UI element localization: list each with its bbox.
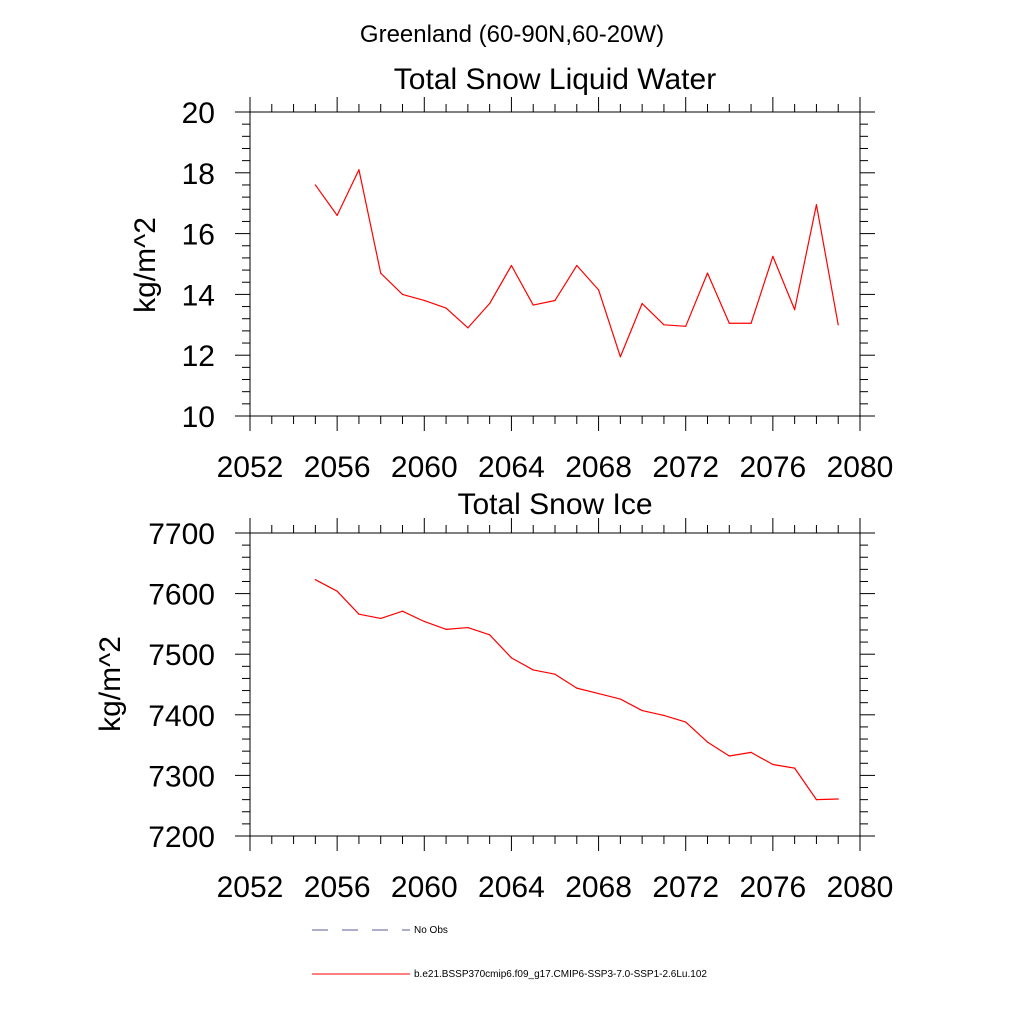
x-tick-label: 2052	[217, 451, 284, 484]
data-point	[837, 324, 839, 326]
y-tick-label: 7600	[148, 579, 215, 612]
legend-entry-run: b.e21.BSSP370cmip6.f09_g17.CMIP6-SSP3-7.…	[312, 969, 707, 980]
data-point	[619, 698, 621, 700]
panel-snow-ice: Total Snow Ice kg/m^2 2052 2056 2060 2064 20…	[94, 488, 893, 904]
data-point	[401, 293, 404, 295]
x-tick-label: 2060	[391, 451, 458, 484]
x-tick-label: 2052	[217, 871, 284, 904]
data-point	[641, 302, 643, 305]
data-point	[815, 799, 818, 801]
x-tick-label: 2076	[739, 871, 806, 904]
data-point	[510, 264, 513, 267]
y-axis-label: kg/m^2	[129, 217, 162, 313]
data-point	[772, 763, 774, 766]
panel-title: Total Snow Ice	[457, 488, 652, 521]
y-tick-label: 7400	[148, 700, 215, 733]
y-tick-label: 20	[182, 97, 215, 130]
data-point	[336, 590, 338, 592]
x-tick-label: 2068	[565, 871, 632, 904]
data-point	[532, 669, 534, 671]
x-tick-label: 2080	[827, 451, 894, 484]
y-tick-label: 16	[182, 219, 215, 252]
data-point	[401, 610, 404, 612]
data-point	[815, 204, 818, 206]
x-tick-label: 2064	[478, 451, 545, 484]
data-point	[467, 626, 469, 629]
data-point	[380, 617, 382, 620]
data-point	[380, 272, 382, 274]
data-point	[597, 692, 600, 695]
data-point	[706, 272, 709, 274]
y-tick-label: 12	[182, 340, 215, 373]
data-point	[794, 309, 796, 311]
x-tick-label: 2060	[391, 871, 458, 904]
data-point	[576, 264, 578, 267]
data-point	[750, 322, 752, 324]
legend-entry-no-obs: No Obs	[312, 925, 448, 936]
y-tick-label: 10	[182, 401, 215, 434]
data-point	[597, 289, 600, 291]
data-point	[336, 214, 338, 216]
y-axis-label: kg/m^2	[94, 636, 127, 732]
panel-snow-liquid-water: Total Snow Liquid Water kg/m^2 2052 2056 2…	[129, 63, 893, 484]
figure-suptitle: Greenland (60-90N,60-20W)	[360, 21, 664, 48]
data-point	[663, 714, 665, 717]
data-point	[358, 169, 360, 171]
x-tick-label: 2056	[304, 871, 371, 904]
data-point	[685, 325, 687, 327]
y-tick-label: 7200	[148, 821, 215, 854]
data-point	[314, 579, 316, 581]
x-tick-label: 2072	[652, 451, 719, 484]
y-tick-label: 18	[182, 158, 215, 191]
data-point	[489, 634, 491, 636]
data-point	[423, 620, 425, 623]
axes: 2052 2056 2060 2064 2068 2072 2076 2080 10 12 14 16…	[182, 97, 894, 484]
y-tick-label: 14	[182, 279, 215, 312]
legend-label: b.e21.BSSP370cmip6.f09_g17.CMIP6-SSP3-7.…	[414, 969, 707, 980]
data-point	[510, 657, 513, 659]
data-point	[467, 327, 469, 329]
data-point	[837, 798, 839, 800]
y-tick-label: 7700	[148, 518, 215, 551]
data-point	[706, 741, 709, 743]
data-point	[554, 673, 556, 675]
data-point	[728, 755, 730, 757]
data-point	[445, 307, 447, 309]
data-point	[532, 304, 534, 306]
data-point	[576, 687, 578, 689]
data-point	[728, 322, 730, 324]
data-point	[750, 751, 752, 753]
data-point	[641, 709, 643, 712]
legend: No Obs b.e21.BSSP370cmip6.f09_g17.CMIP6-…	[312, 925, 707, 980]
x-tick-label: 2076	[739, 451, 806, 484]
x-tick-label: 2056	[304, 451, 371, 484]
data-point	[685, 721, 687, 723]
data-point	[445, 628, 447, 630]
y-tick-label: 7500	[148, 639, 215, 672]
data-point	[358, 613, 360, 615]
panel-title: Total Snow Liquid Water	[394, 63, 716, 96]
data-point	[663, 324, 665, 326]
x-tick-label: 2068	[565, 451, 632, 484]
axes: 2052 2056 2060 2064 2068 2072 2076 2080 7200 7300…	[148, 518, 893, 904]
data-point	[554, 299, 556, 302]
y-tick-label: 7300	[148, 760, 215, 793]
data-point	[794, 767, 796, 769]
legend-label: No Obs	[414, 925, 448, 936]
x-tick-label: 2064	[478, 871, 545, 904]
data-point	[314, 184, 316, 186]
data-point	[423, 299, 425, 302]
data-point	[772, 255, 774, 257]
data-point	[489, 302, 491, 305]
x-tick-label: 2080	[827, 871, 894, 904]
data-point	[619, 356, 621, 358]
x-tick-label: 2072	[652, 871, 719, 904]
